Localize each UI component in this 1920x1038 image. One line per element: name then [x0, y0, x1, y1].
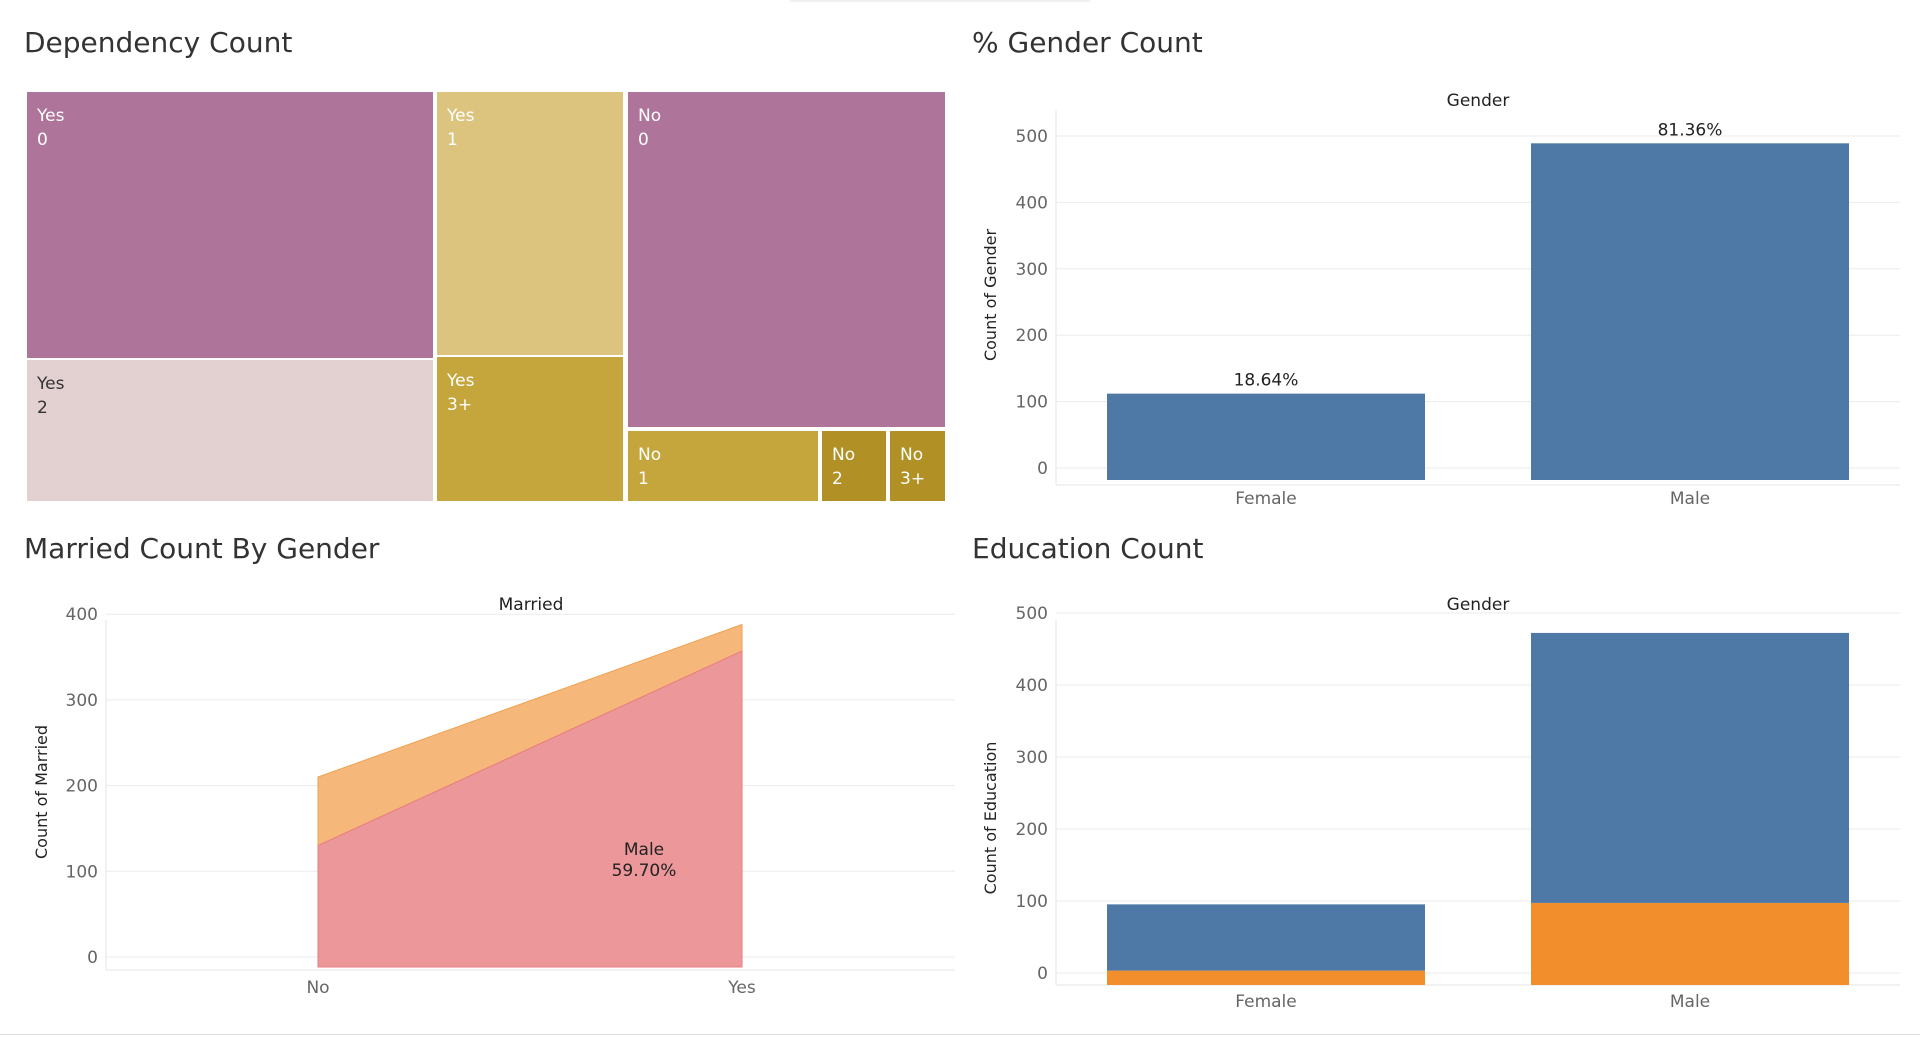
y-tick-label: 300	[66, 691, 98, 711]
x-tick-label: Yes	[727, 978, 756, 998]
treemap-label-married: Yes	[446, 106, 475, 126]
chart-header: Gender	[1447, 595, 1510, 615]
education-count-title: Education Count	[972, 532, 1204, 565]
x-tick-label: Female	[1235, 489, 1296, 509]
x-tick-label: Male	[1670, 992, 1710, 1012]
y-tick-label: 100	[66, 862, 98, 882]
y-tick-label: 100	[1016, 892, 1048, 912]
treemap-label-dependents: 1	[638, 469, 649, 489]
treemap-label-dependents: 3+	[447, 395, 472, 415]
y-tick-label: 400	[1016, 676, 1048, 696]
area-annotation-series: Male	[624, 840, 664, 860]
y-tick-label: 0	[1037, 459, 1048, 479]
y-tick-label: 100	[1016, 393, 1048, 413]
bar-segment-male-1	[1531, 632, 1849, 903]
treemap-label-dependents: 0	[37, 130, 48, 150]
y-tick-label: 500	[1016, 604, 1048, 624]
y-tick-label: 500	[1016, 127, 1048, 147]
y-tick-label: 200	[66, 777, 98, 797]
y-axis-title: Count of Married	[32, 725, 51, 859]
bar-segment-male-0	[1531, 902, 1849, 985]
treemap-label-married: Yes	[36, 106, 65, 126]
treemap-label-married: Yes	[36, 374, 65, 394]
treemap-label-married: No	[638, 106, 661, 126]
treemap-label-married: No	[832, 445, 855, 465]
chart-header: Gender	[1447, 91, 1510, 111]
bar-data-label: 18.64%	[1234, 371, 1299, 391]
bar-segment-female-1	[1107, 904, 1425, 971]
treemap-tile-yes-1	[435, 90, 625, 357]
treemap-label-dependents: 0	[638, 130, 649, 150]
y-tick-label: 200	[1016, 820, 1048, 840]
y-tick-label: 0	[1037, 964, 1048, 984]
treemap-label-married: Yes	[446, 371, 475, 391]
treemap-label-married: No	[900, 445, 923, 465]
treemap-tile-yes-2	[25, 358, 435, 503]
treemap-tile-no-3plus	[888, 429, 947, 503]
treemap-label-dependents: 1	[447, 130, 458, 150]
treemap-label-dependents: 3+	[900, 469, 925, 489]
treemap-tile-yes-3plus	[435, 355, 625, 503]
bar-female	[1107, 393, 1425, 480]
y-axis-title: Count of Education	[981, 742, 1000, 895]
gender-bar-chart: 0 100 200 300 400 500 Gender Count of Gender 18.…	[981, 91, 1900, 509]
married-count-title: Married Count By Gender	[24, 532, 380, 565]
bottom-divider	[0, 1034, 1920, 1035]
treemap-label-dependents: 2	[832, 469, 843, 489]
y-tick-label: 400	[66, 605, 98, 625]
x-tick-label: Male	[1670, 489, 1710, 509]
area-annotation-value: 59.70%	[612, 861, 677, 881]
dependency-count-title: Dependency Count	[24, 26, 293, 59]
y-axis-title: Count of Gender	[981, 229, 1000, 361]
y-tick-label: 300	[1016, 260, 1048, 280]
bar-male	[1531, 143, 1849, 480]
gender-count-title: % Gender Count	[972, 26, 1203, 59]
treemap-tile-no-2	[820, 429, 888, 503]
y-tick-label: 200	[1016, 326, 1048, 346]
top-divider	[790, 0, 1090, 2]
married-area-chart: 0 100 200 300 400 Married Count of Married Male…	[32, 595, 955, 998]
dependency-treemap: Yes 0 Yes 1 Yes 2 Yes 3+ No 0 No 1 No 2 No 3+	[25, 90, 947, 503]
x-tick-label: No	[306, 978, 329, 998]
treemap-tile-no-0	[626, 90, 947, 429]
y-tick-label: 0	[87, 948, 98, 968]
y-tick-label: 400	[1016, 193, 1048, 213]
treemap-tile-no-1	[626, 429, 820, 503]
treemap-label-married: No	[638, 445, 661, 465]
area-series-male	[317, 650, 743, 968]
treemap-label-dependents: 2	[37, 398, 48, 418]
chart-header: Married	[499, 595, 564, 615]
y-tick-label: 300	[1016, 748, 1048, 768]
treemap-tile-yes-0	[25, 90, 435, 360]
bar-segment-female-0	[1107, 970, 1425, 985]
education-stacked-bar-chart: 0 100 200 300 400 500 Gender Count of Education…	[981, 595, 1900, 1012]
x-tick-label: Female	[1235, 992, 1296, 1012]
bar-data-label: 81.36%	[1658, 120, 1723, 140]
